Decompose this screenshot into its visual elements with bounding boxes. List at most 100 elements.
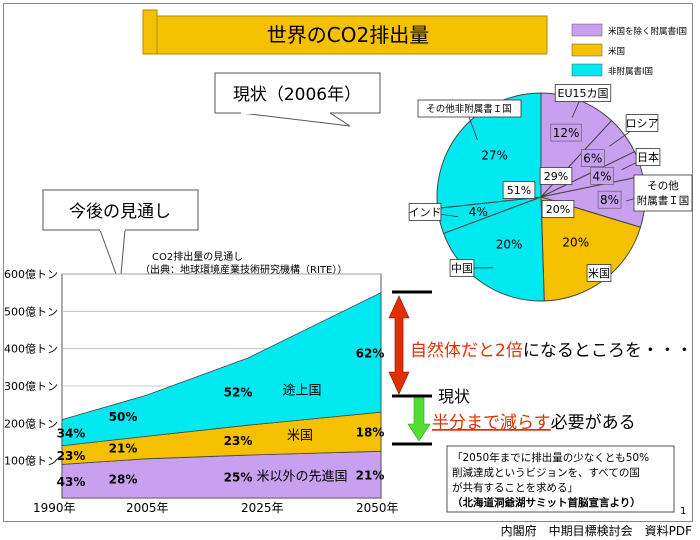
legend: 米国を除く附属書I国 米国 非附属書I国 — [571, 23, 687, 77]
y-tick-label-2: 300億トン — [4, 380, 58, 393]
pie-value-box-1 — [581, 149, 605, 167]
area-name-bg-1 — [284, 426, 316, 445]
pie-category-3-box — [633, 174, 693, 212]
pie-category-6-box — [408, 203, 442, 221]
pie-group-usa: 20% — [546, 203, 570, 216]
chart-caption-1: CO2排出量の見通し — [152, 250, 243, 263]
annotation-half-red: 半分まで減らす — [432, 413, 551, 433]
pie-group-usa-box — [541, 200, 575, 218]
area-name-bg-0 — [253, 467, 351, 486]
page-title: 世界のCO2排出量 — [267, 23, 429, 47]
green-down-arrow — [407, 397, 431, 442]
area-pct-0-2: 25% — [224, 471, 253, 485]
x-tick-label-1: 2005年 — [126, 501, 169, 515]
area-chart: 100億トン 200億トン 300億トン 400億トン 500億トン 600億トン 1990… — [4, 268, 399, 515]
pie-slice-5 — [442, 196, 545, 302]
pie-value-0: 12% — [553, 126, 580, 140]
pie-chart: 12%6% 4% 8% 20% 20% 4% 27% 29% 20% 51% EU15カ国ロシア日本… — [408, 84, 693, 302]
footer-source: 内閣府 中期目標検討会 資料PDF — [500, 524, 692, 538]
red-double-arrow — [388, 295, 410, 395]
pie-group-nonannex1: 51% — [507, 184, 531, 197]
quote-line-4: （北海道洞爺湖サミット首脳宣言より） — [452, 496, 641, 509]
page-number: 1 — [680, 506, 686, 517]
pie-category-3a: その他 — [647, 179, 679, 192]
pie-category-7: その他非附属書Ｉ国 — [426, 103, 512, 115]
pie-group-annex1: 29% — [544, 170, 568, 183]
pie-value-5: 20% — [496, 237, 523, 251]
area-name-bg-2 — [279, 381, 325, 400]
svg-text:半分まで減らす必要がある: 半分まで減らす必要がある — [432, 413, 636, 433]
legend-label-nonannex1: 非附属書I国 — [608, 66, 653, 77]
pie-value-1: 6% — [583, 152, 602, 166]
legend-label-annex1: 米国を除く附属書I国 — [608, 26, 687, 37]
y-tick-label-3: 400億トン — [4, 343, 58, 356]
pie-group-annex1-box — [539, 167, 573, 185]
area-pct-2-3: 62% — [356, 346, 385, 360]
x-tick-label-2: 2025年 — [241, 501, 284, 515]
title-banner: 世界のCO2排出量 — [142, 9, 548, 55]
area-pct-1-2: 23% — [224, 434, 253, 448]
area-series-2 — [61, 292, 382, 447]
pie-value-3: 8% — [600, 193, 619, 207]
pie-category-3b: 附属書Ｉ国 — [637, 194, 690, 207]
y-tick-label-1: 200億トン — [4, 417, 58, 430]
outlook-callout: 今後の見通し — [42, 189, 199, 286]
x-tick-label-3: 2050年 — [356, 501, 399, 515]
pie-category-5-box — [449, 259, 475, 277]
pie-category-2-box — [635, 148, 661, 166]
pie-category-2: 日本 — [637, 150, 659, 164]
quote-line-3: が共有することを求める」 — [452, 481, 578, 494]
area-pct-2-1: 50% — [109, 410, 138, 424]
pie-category-4: 米国 — [588, 267, 610, 280]
legend-swatch-nonannex1 — [571, 63, 603, 77]
pie-value-2: 4% — [593, 169, 612, 183]
pie-value-7: 27% — [481, 148, 508, 162]
quote-line-1: 「2050年までに排出量の少なくとも50% — [452, 451, 649, 464]
area-pct-1-3: 18% — [356, 426, 385, 440]
pie-category-0-box — [554, 84, 612, 102]
area-pct-2-0: 34% — [57, 427, 86, 441]
pie-category-6: インド — [409, 206, 442, 219]
y-tick-label-0: 100億トン — [4, 455, 58, 468]
pie-category-7-box — [417, 99, 522, 118]
area-series-name-1: 米国 — [287, 429, 313, 444]
area-pct-0-0: 43% — [57, 475, 86, 489]
pie-category-1-box — [625, 114, 659, 132]
area-series-name-2: 途上国 — [282, 383, 321, 399]
pie-category-1: ロシア — [626, 117, 659, 130]
pie-slice-7 — [436, 92, 542, 209]
x-tick-label-0: 1990年 — [33, 501, 76, 515]
pie-value-6: 4% — [469, 205, 488, 219]
area-pct-1-1: 21% — [109, 442, 138, 456]
outlook-label: 今後の見通し — [69, 202, 171, 222]
area-pct-0-1: 28% — [109, 472, 138, 486]
pie-value-4: 20% — [562, 235, 589, 249]
annotation-double-rest: になるところを・・・ — [523, 341, 693, 361]
area-pct-2-2: 52% — [224, 386, 253, 400]
pie-category-0: EU15カ国 — [558, 87, 609, 100]
y-tick-label-4: 500億トン — [4, 305, 58, 318]
area-pct-0-3: 21% — [356, 469, 385, 483]
current-label: 現状（2006年） — [233, 85, 361, 105]
pie-value-box-0 — [550, 123, 582, 142]
legend-swatch-annex1 — [571, 23, 603, 37]
legend-swatch-usa — [571, 43, 603, 57]
annotation-double-red: 自然体だと2倍 — [410, 341, 523, 361]
quote-box: 「2050年までに排出量の少なくとも50% 削減達成というビジョンを、すべての国… — [446, 445, 675, 513]
annotation-current: 現状 — [438, 387, 470, 406]
pie-value-box-3 — [597, 190, 622, 209]
pie-category-4-box — [586, 264, 612, 282]
pie-group-nonannex1-box — [502, 181, 536, 199]
annotations: 自然体だと2倍になるところを・・・ 現状 半分まで減らす必要がある — [388, 290, 693, 446]
annotation-half-rest: 必要がある — [551, 413, 636, 433]
area-pct-1-0: 23% — [57, 449, 86, 463]
svg-text:自然体だと2倍になるところを・・・: 自然体だと2倍になるところを・・・ — [410, 341, 693, 361]
current-callout: 現状（2006年） — [214, 72, 381, 127]
legend-label-usa: 米国 — [608, 46, 625, 57]
quote-line-2: 削減達成というビジョンを、すべての国 — [452, 466, 640, 479]
chart-caption-2: （出典：地球環境産業技術研究機構（RITE）） — [140, 263, 347, 276]
pie-value-box-2 — [590, 167, 614, 185]
y-tick-label-5: 600億トン — [4, 268, 58, 281]
